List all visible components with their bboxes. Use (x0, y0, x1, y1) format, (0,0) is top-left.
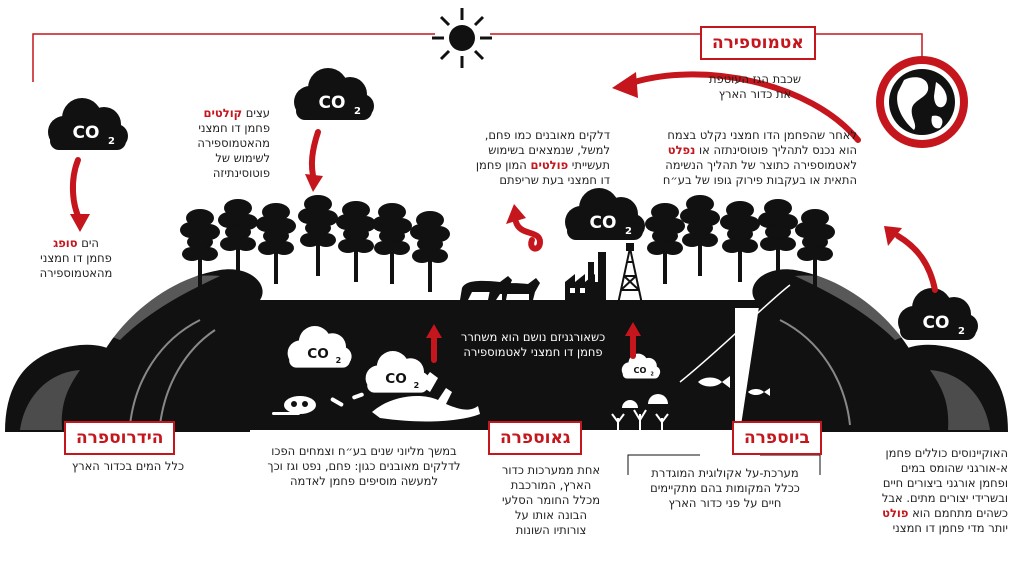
hydrosphere-label: הידרוספרה (64, 421, 176, 455)
co2-cloud-icon: CO 2 (294, 68, 374, 120)
horse-icon (460, 276, 540, 300)
atmosphere-label: אטמוספירה (700, 26, 816, 60)
co2-cloud-icon: CO 2 (898, 288, 978, 340)
geosphere-description: אחת ממערכות כדור הארץ, המורכבת מכלל החומ… (501, 463, 601, 537)
skull-icon (284, 396, 316, 414)
ocean-description: האוקיינוסים כוללים פחמן א-אורגני שהומס ב… (881, 446, 1008, 535)
co2-label: CO (590, 213, 617, 233)
globe-icon (876, 56, 968, 148)
biosphere-label: ביוספרה (732, 421, 822, 455)
wave-icon (5, 269, 263, 432)
co2-cloud-icon: CO 2 (565, 188, 645, 240)
co2-label: CO (923, 313, 950, 333)
top-connector-line (32, 33, 923, 82)
fish-icon (698, 376, 770, 396)
geosphere-label: גאוספרה (488, 421, 583, 455)
co2-cloud-icon: CO 2 (365, 351, 430, 393)
co2-label: CO (73, 123, 100, 143)
organism-description: כשאורגניזם נושם הוא משחרר פחמן דו חמצני … (460, 330, 606, 359)
arrow-icon (70, 71, 938, 363)
co2-cloud-icon: CO 2 (48, 98, 128, 150)
co2-subscript: 2 (108, 136, 115, 147)
factory-icon (565, 252, 606, 302)
co2-subscript: 2 (625, 226, 632, 237)
fuels-description: דלקים מאובנים כמו פחם, למשל, שנמצאים בשי… (475, 128, 610, 187)
co2-subscript: 2 (414, 381, 420, 390)
co2-subscript: 2 (354, 106, 361, 117)
coral-icon (611, 409, 669, 430)
trees-description: עצים קולטים פחמן דו חמצני מהאטמוספירה לש… (197, 106, 270, 180)
co2-subscript: 2 (336, 356, 342, 365)
shell-icon (622, 394, 668, 408)
slope-line (679, 284, 791, 383)
co2-cloud-icon: CO 2 (287, 326, 352, 368)
co2-subscript: 2 (958, 326, 965, 337)
co2-subscript: 2 (651, 372, 654, 378)
co2-label: CO (634, 365, 647, 375)
fossil-description: במשך מליוני שנים בע״ח וצמחים הפכו לדלקים… (267, 444, 461, 488)
co2-cloud-icon: CO 2 (621, 353, 661, 379)
plants-description: לאחר שהפחמן הדו חמצני נקלט בצמח הוא נכנס… (662, 128, 857, 187)
sea-description: הים סופג פחמן דו חמצני מהאטמוספירה (39, 236, 113, 280)
arrow-icon (70, 72, 902, 338)
biosphere-connector-line (627, 454, 821, 475)
hydrosphere-description: כלל המים בכדור הארץ (71, 459, 185, 473)
co2-label: CO (307, 346, 329, 362)
wave-icon (740, 269, 1008, 432)
co2-label: CO (319, 93, 346, 113)
atmosphere-description: שכבת הגז העוטפת את כדור הארץ (708, 72, 802, 101)
biosphere-description: מערכת-על אקולוגית המוגדרת ככלל המקומות ב… (650, 466, 800, 510)
sun-icon (432, 8, 492, 68)
oil-derrick-icon (617, 243, 643, 305)
co2-label: CO (385, 371, 407, 387)
bone-icon (272, 392, 364, 415)
